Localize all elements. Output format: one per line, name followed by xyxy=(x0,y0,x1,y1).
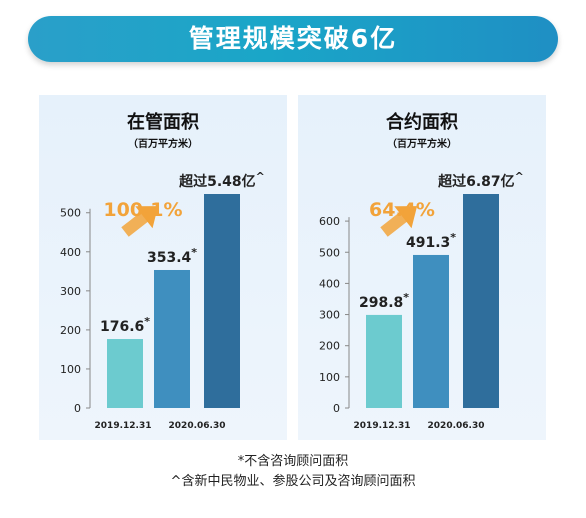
data-label-mark: * xyxy=(450,231,456,244)
banner-title: 管理规模突破6亿 xyxy=(188,24,398,53)
bar-2020-06-30-2 xyxy=(463,194,499,408)
chart-title: 合约面积 xyxy=(386,111,458,133)
bar-2020-06-30-2 xyxy=(204,194,240,408)
data-label-value: 298.8 xyxy=(359,295,403,311)
y-tick-label: 300 xyxy=(319,309,340,322)
x-category-label: 2019.12.31 xyxy=(354,421,411,431)
y-tick-label: 100 xyxy=(60,363,81,376)
bar-2019-12-31-0 xyxy=(107,339,143,408)
growth-arrow-icon xyxy=(380,206,418,237)
data-label: 298.8* xyxy=(359,291,409,311)
x-category-label: 2020.06.30 xyxy=(428,421,485,431)
contracted-area-chart: 合约面积（百万平方米）0100200300400500600298.8*491.… xyxy=(319,111,524,431)
growth-arrow-head xyxy=(394,206,418,229)
data-label: 176.6* xyxy=(100,315,150,335)
footnote-includes-affiliates: ^含新中民物业、参股公司及咨询顾问面积 xyxy=(170,474,416,489)
data-label-mark: ^ xyxy=(515,170,524,183)
data-label: 超过5.48亿^ xyxy=(178,170,265,190)
y-tick-label: 500 xyxy=(60,207,81,220)
x-category-label: 2019.12.31 xyxy=(95,421,152,431)
y-tick-label: 600 xyxy=(319,215,340,228)
data-label-value: 超过6.87亿 xyxy=(437,173,515,190)
managed-area-chart: 在管面积（百万平方米）0100200300400500176.6*353.4*超… xyxy=(60,111,265,431)
data-label: 超过6.87亿^ xyxy=(437,170,524,190)
data-label-mark: * xyxy=(191,246,197,259)
y-tick-label: 200 xyxy=(60,324,81,337)
data-label-mark: * xyxy=(403,291,409,304)
data-label-value: 超过5.48亿 xyxy=(178,173,256,190)
chart-subtitle: （百万平方米） xyxy=(387,137,457,150)
chart-title: 在管面积 xyxy=(127,111,199,133)
y-tick-label: 0 xyxy=(74,402,81,415)
chart-panel-managed-area: 在管面积 （百万平方米） 0 100 200 300 400 500 176.6* 353.4* 超… xyxy=(39,95,287,440)
bar-2020-06-30-1 xyxy=(413,254,449,408)
growth-arrow-shaft xyxy=(121,211,150,237)
y-tick-label: 500 xyxy=(319,246,340,259)
data-label-value: 353.4 xyxy=(147,250,192,266)
y-tick-label: 200 xyxy=(319,340,340,353)
y-tick-label: 400 xyxy=(319,277,340,290)
growth-arrow-head xyxy=(135,206,159,229)
y-tick-label: 0 xyxy=(333,402,340,415)
data-label-mark: ^ xyxy=(256,170,265,183)
growth-rate: 100.1% xyxy=(103,199,182,221)
data-label: 353.4* xyxy=(147,246,197,266)
y-tick-label: 300 xyxy=(60,285,81,298)
data-label-mark: * xyxy=(144,315,150,328)
growth-arrow-icon xyxy=(121,206,159,237)
data-label-value: 491.3 xyxy=(406,235,450,251)
growth-rate: 64.4% xyxy=(369,199,435,221)
data-label-value: 176.6 xyxy=(100,319,144,335)
y-tick-label: 400 xyxy=(60,246,81,259)
x-category-label: 2020.06.30 xyxy=(169,421,226,431)
title-banner: 管理规模突破6亿 xyxy=(28,16,558,62)
data-label: 491.3* xyxy=(406,231,456,251)
chart-panel-contracted-area: 合约面积 （百万平方米） 0 100 200 300 400 500 600 298.8* 491.… xyxy=(298,95,546,440)
y-tick-label: 100 xyxy=(319,371,340,384)
footnotes: *不含咨询顾问面积 ^含新中民物业、参股公司及咨询顾问面积 xyxy=(0,452,586,492)
chart-subtitle: （百万平方米） xyxy=(128,137,198,150)
bar-2020-06-30-1 xyxy=(154,269,190,408)
bar-2019-12-31-0 xyxy=(366,314,402,408)
growth-arrow-shaft xyxy=(380,211,409,237)
footnote-excludes-consulting: *不含咨询顾问面积 xyxy=(237,454,349,469)
